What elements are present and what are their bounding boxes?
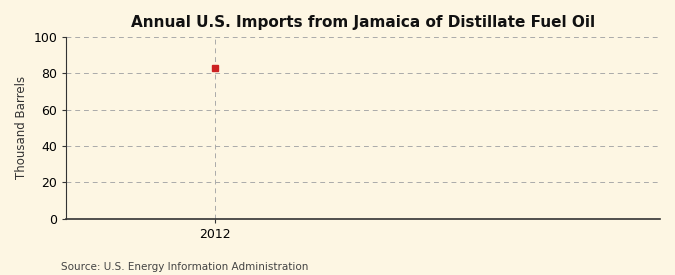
Title: Annual U.S. Imports from Jamaica of Distillate Fuel Oil: Annual U.S. Imports from Jamaica of Dist… — [131, 15, 595, 30]
Text: Source: U.S. Energy Information Administration: Source: U.S. Energy Information Administ… — [61, 262, 308, 272]
Y-axis label: Thousand Barrels: Thousand Barrels — [15, 76, 28, 179]
